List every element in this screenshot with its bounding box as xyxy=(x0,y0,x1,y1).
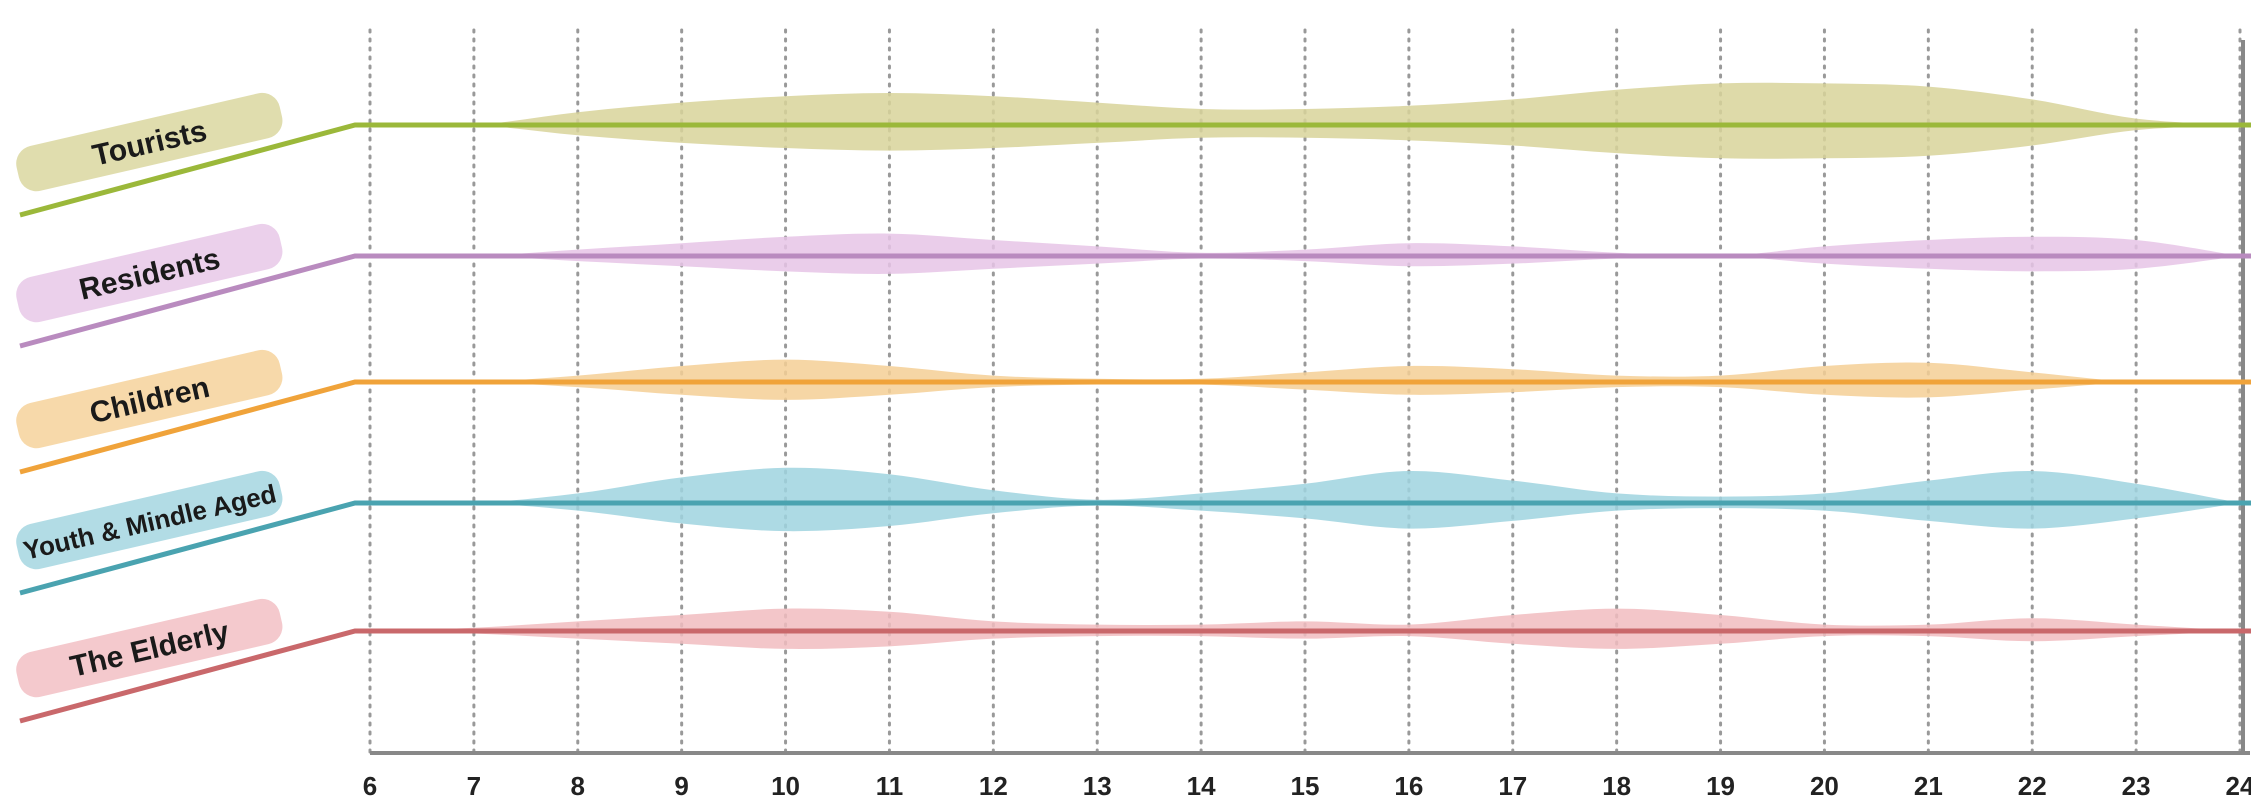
activity-ribbon xyxy=(370,82,2240,159)
x-tick-label: 18 xyxy=(1602,771,1631,801)
x-tick-label: 8 xyxy=(571,771,585,801)
group-line xyxy=(19,379,2251,475)
x-tick-label: 15 xyxy=(1291,771,1320,801)
label-highlight xyxy=(16,349,283,449)
group-line xyxy=(19,122,2251,218)
x-tick-label: 16 xyxy=(1394,771,1423,801)
x-tick-label: 9 xyxy=(674,771,688,801)
label-highlight xyxy=(16,92,283,192)
x-tick-label: 20 xyxy=(1810,771,1839,801)
x-tick-label: 23 xyxy=(2122,771,2151,801)
x-tick-label: 7 xyxy=(467,771,481,801)
x-tick-label: 21 xyxy=(1914,771,1943,801)
x-tick-label: 13 xyxy=(1083,771,1112,801)
x-tick-label: 11 xyxy=(876,771,904,801)
label-highlight xyxy=(16,223,283,323)
group-line xyxy=(19,628,2251,724)
x-tick-label: 24 xyxy=(2226,771,2251,801)
group-line xyxy=(19,253,2251,349)
x-tick-label: 14 xyxy=(1187,771,1216,801)
label-highlight xyxy=(16,470,283,570)
activity-ribbon xyxy=(370,467,2240,532)
x-tick-label: 22 xyxy=(2018,771,2047,801)
x-tick-label: 10 xyxy=(771,771,800,801)
group-line xyxy=(19,500,2251,596)
label-highlight xyxy=(16,598,283,698)
x-tick-label: 6 xyxy=(363,771,377,801)
x-tick-label: 19 xyxy=(1706,771,1735,801)
x-tick-label: 17 xyxy=(1498,771,1527,801)
x-tick-label: 12 xyxy=(979,771,1008,801)
